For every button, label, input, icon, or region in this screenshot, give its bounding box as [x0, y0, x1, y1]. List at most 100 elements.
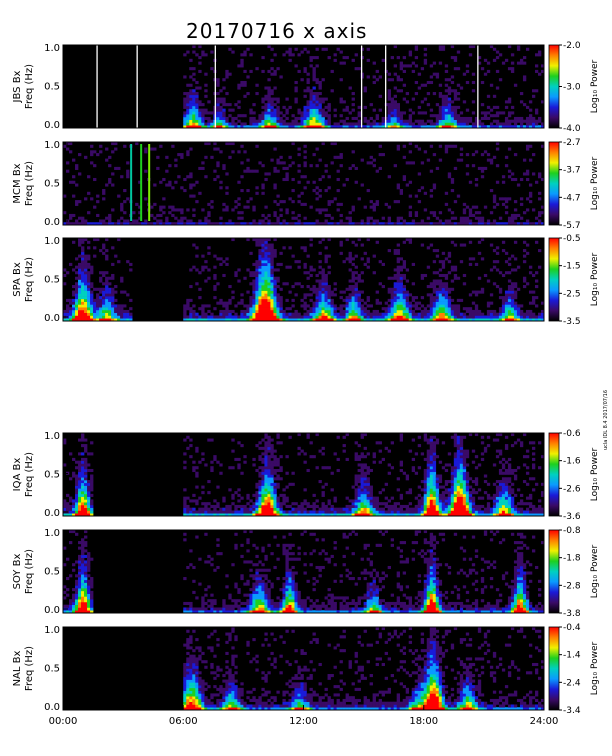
spectrogram-cell	[207, 202, 211, 206]
spectrogram-cell	[294, 315, 298, 319]
spectrogram-cell	[270, 158, 274, 162]
spectrogram-cell	[396, 186, 400, 190]
spectrogram-cell	[396, 293, 400, 297]
spectrogram-cell	[519, 197, 524, 201]
spectrogram-cell	[477, 312, 482, 316]
spectrogram-cell	[435, 122, 440, 126]
spectrogram-cell	[288, 53, 292, 57]
spectrogram-cell	[537, 116, 542, 120]
spectrogram-cell	[111, 208, 115, 212]
spectrogram-cell	[336, 513, 340, 517]
spectrogram-cell	[261, 116, 265, 120]
spectrogram-cell	[426, 312, 431, 316]
spectrogram-cell	[393, 268, 397, 272]
spectrogram-cell	[435, 254, 440, 258]
spectrogram-cell	[267, 474, 271, 478]
spectrogram-cell	[234, 200, 238, 204]
spectrogram-cell	[150, 222, 154, 226]
spectrogram-cell	[270, 243, 274, 247]
spectrogram-cell	[459, 452, 464, 456]
spectrogram-cell	[426, 471, 431, 475]
spectrogram-cell	[471, 496, 476, 500]
spectrogram-cell	[537, 175, 542, 179]
spectrogram-cell	[378, 510, 382, 514]
spectrogram-cell	[204, 463, 208, 467]
spectrogram-cell	[435, 480, 440, 484]
spectrogram-cell	[492, 94, 497, 98]
spectrogram-cell	[357, 468, 361, 473]
spectrogram-cell	[279, 455, 283, 459]
spectrogram-cell	[105, 293, 109, 297]
spectrogram-cell	[186, 94, 190, 98]
spectrogram-cell	[396, 298, 400, 302]
spectrogram-cell	[273, 485, 277, 489]
spectrogram-cell	[330, 216, 334, 220]
spectrogram-cell	[312, 119, 316, 123]
spectrogram-cell	[264, 282, 268, 286]
spectrogram-cell	[507, 307, 512, 311]
spectrogram-cell	[69, 315, 73, 319]
spectrogram-cell	[435, 510, 440, 514]
spectrogram-cell	[63, 282, 67, 286]
spectrogram-cell	[342, 449, 346, 453]
spectrogram-cell	[321, 307, 325, 311]
spectrogram-cell	[78, 262, 82, 266]
spectrogram-cell	[492, 309, 497, 313]
spectrogram-cell	[369, 502, 373, 506]
spectrogram-cell	[183, 438, 187, 442]
spectrogram-cell	[228, 142, 232, 146]
spectrogram-cell	[423, 504, 428, 508]
spectrogram-cell	[519, 116, 524, 120]
spectrogram-cell	[84, 491, 88, 495]
spectrogram-cell	[396, 296, 400, 300]
spectrogram-cell	[348, 298, 352, 302]
spectrogram-cell	[315, 94, 319, 98]
spectrogram-cell	[516, 315, 521, 319]
spectrogram-cell	[402, 125, 407, 129]
spectrogram-cell	[219, 100, 223, 104]
spectrogram-cell	[294, 100, 298, 104]
spectrogram-cell	[195, 53, 199, 57]
spectrogram-cell	[420, 111, 425, 115]
spectrogram-cell	[453, 496, 458, 500]
spectrogram-cell	[429, 482, 434, 486]
spectrogram-cell	[261, 491, 265, 495]
spectrogram-cell	[117, 312, 121, 316]
spectrogram-cell	[474, 477, 479, 481]
spectrogram-cell	[387, 105, 391, 109]
spectrogram-cell	[360, 471, 364, 475]
spectrogram-cell	[303, 155, 307, 159]
spectrogram-cell	[273, 482, 277, 486]
spectrogram-cell	[417, 513, 422, 517]
spectrogram-cell	[315, 307, 319, 311]
spectrogram-cell	[393, 290, 397, 294]
spectrogram-cell	[393, 285, 397, 289]
spectrogram-cell	[321, 122, 325, 126]
spectrogram-cell	[525, 251, 530, 255]
spectrogram-cell	[450, 298, 455, 302]
spectrogram-cell	[393, 312, 397, 316]
spectrogram-cell	[531, 172, 536, 176]
spectrogram-cell	[306, 80, 310, 85]
spectrogram-cell	[390, 122, 394, 126]
spectrogram-cell	[186, 315, 190, 319]
spectrogram-cell	[315, 290, 319, 294]
spectrogram-cell	[393, 164, 397, 168]
spectrogram-cell	[381, 510, 385, 514]
spectrogram-cell	[264, 216, 268, 220]
spectrogram-cell	[264, 97, 268, 101]
spectrogram-cell	[297, 318, 301, 322]
spectrogram-cell	[429, 304, 434, 308]
spectrogram-cell	[294, 86, 298, 90]
spectrogram-cell	[273, 296, 277, 300]
spectrogram-cell	[453, 510, 458, 514]
spectrogram-cell	[201, 111, 205, 115]
spectrogram-cell	[480, 116, 485, 120]
spectrogram-cell	[423, 510, 428, 514]
spectrogram-cell	[318, 260, 322, 264]
spectrogram-cell	[336, 468, 340, 473]
spectrogram-cell	[195, 502, 199, 506]
spectrogram-cell	[408, 304, 413, 308]
spectrogram-cell	[438, 304, 443, 308]
spectrogram-cell	[93, 150, 97, 154]
